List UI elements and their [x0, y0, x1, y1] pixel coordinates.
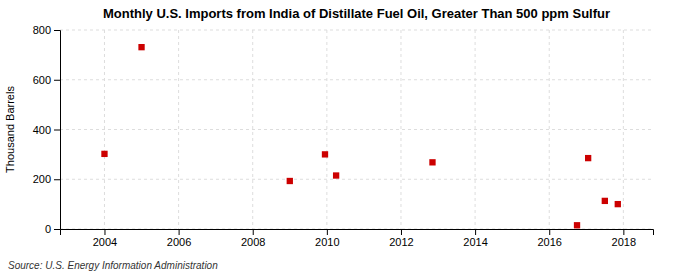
- axis-line: [54, 31, 61, 230]
- tick-mark: [179, 229, 180, 235]
- tick: 800: [33, 24, 60, 36]
- tick-mark: [253, 229, 254, 235]
- tick: 2010: [315, 229, 339, 248]
- tick-label: 2010: [315, 236, 339, 248]
- title: Monthly U.S. Imports from India of Disti…: [103, 6, 610, 21]
- tick-mark: [54, 229, 60, 230]
- tick-label: 2016: [537, 236, 561, 248]
- tick-mark: [401, 229, 402, 235]
- tick-mark: [549, 229, 550, 235]
- point: [615, 201, 621, 207]
- y-axis-title: Thousand Barrels: [4, 86, 16, 173]
- grid-line: [104, 30, 105, 229]
- tick-label: 2004: [93, 236, 117, 248]
- point: [287, 178, 293, 184]
- grid-line: [400, 30, 401, 229]
- grid-line: [178, 30, 179, 229]
- tick-mark: [327, 229, 328, 235]
- tick-label: 400: [33, 124, 51, 136]
- tick-label: 800: [33, 24, 51, 36]
- grid-line: [60, 129, 653, 130]
- grid-line: [252, 30, 253, 229]
- tick-mark: [54, 179, 60, 180]
- tick-mark: [475, 229, 476, 235]
- tick: 600: [33, 74, 60, 86]
- tick: 2018: [612, 229, 636, 248]
- tick: 2004: [93, 229, 117, 248]
- grid-line: [60, 79, 653, 80]
- tick-label: 2012: [389, 236, 413, 248]
- tick: 400: [33, 124, 60, 136]
- grid-line: [549, 30, 550, 229]
- chart: 2004 2006 2008 2010 2012 2014 2016 2018 0 200 400 6…: [0, 0, 675, 275]
- point: [585, 155, 591, 161]
- x-axis: 2004 2006 2008 2010 2012 2014 2016 2018: [61, 229, 654, 248]
- axis-line: [61, 230, 654, 236]
- y-axis: 0 200 400 600 800: [33, 24, 61, 235]
- tick-label: 0: [45, 223, 51, 235]
- tick: 0: [45, 223, 60, 235]
- point: [101, 151, 107, 157]
- grid-line: [475, 30, 476, 229]
- grid-line: [326, 30, 327, 229]
- tick: 200: [33, 173, 60, 185]
- tick-mark: [104, 229, 105, 235]
- tick-label: 600: [33, 74, 51, 86]
- point: [322, 151, 328, 157]
- tick-label: 200: [33, 173, 51, 185]
- points: [101, 44, 621, 228]
- grid: [60, 30, 653, 229]
- tick: 2016: [537, 229, 561, 248]
- point: [333, 172, 339, 178]
- point: [429, 159, 435, 165]
- grid-line: [60, 30, 653, 31]
- point: [574, 222, 580, 228]
- tick: 2006: [167, 229, 191, 248]
- tick-mark: [54, 30, 60, 31]
- point: [602, 198, 608, 204]
- tick-label: 2018: [612, 236, 636, 248]
- tick-label: 2006: [167, 236, 191, 248]
- tick-mark: [623, 229, 624, 235]
- tick-label: 2014: [463, 236, 487, 248]
- plot: 2004 2006 2008 2010 2012 2014 2016 2018 0 200 400 6…: [33, 24, 654, 248]
- tick: 2008: [241, 229, 265, 248]
- tick: 2014: [463, 229, 487, 248]
- grid-line: [60, 179, 653, 180]
- point: [138, 44, 144, 50]
- annotation: Source: U.S. Energy Information Administ…: [8, 260, 218, 271]
- tick-mark: [54, 130, 60, 131]
- tick-mark: [54, 80, 60, 81]
- grid-line: [623, 30, 624, 229]
- tick: 2012: [389, 229, 413, 248]
- tick-label: 2008: [241, 236, 265, 248]
